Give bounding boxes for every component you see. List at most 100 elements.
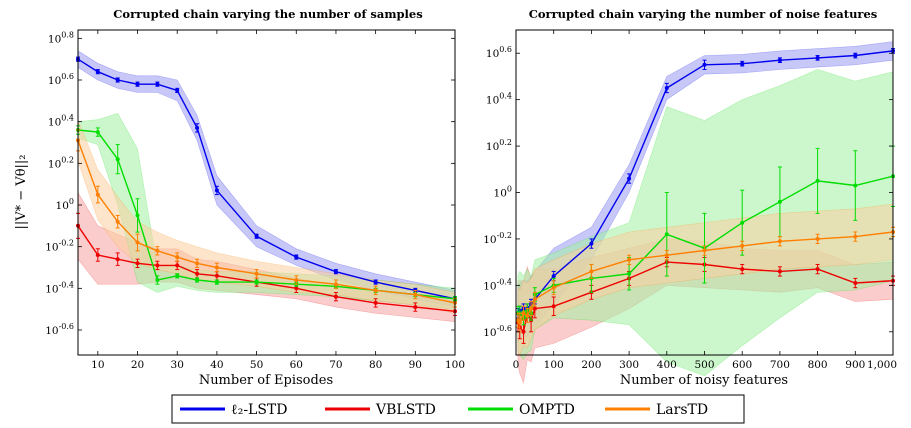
chart-right-point-larstd [627,257,632,262]
chart-left-xtick-label: 80 [369,359,382,371]
chart-left-point-larstd [373,288,378,293]
chart-left-point-vblstd [294,286,299,291]
chart-left-line-l2lstd [77,58,456,300]
chart-right-xtick-label: 600 [732,359,752,371]
legend-entry-vblstd: VBLSTD [325,402,436,418]
chart-right-point-l2lstd [664,86,669,90]
chart-right-point-omptd [777,199,782,204]
legend-entry-larstd: LarsTD [605,402,708,418]
chart-left-ytick-label: 100 [56,197,74,212]
chart-right-point-omptd [627,271,632,276]
chart-right-ytick-label: 100.6 [486,45,512,60]
chart-right-line-larstd [517,231,894,324]
chart-right-point-vblstd [521,329,526,334]
chart-left-point-larstd [135,240,140,245]
chart-right-point-l2lstd [740,61,745,66]
chart-left-point-l2lstd [214,188,219,193]
chart-right-point-larstd [702,248,707,253]
chart-left-point-l2lstd [294,255,299,260]
chart-right-xlabel: Number of noisy features [620,373,788,388]
chart-left-point-omptd [135,213,140,218]
chart-left-point-omptd [115,157,120,162]
chart-left-point-vblstd [195,271,200,276]
chart-left-point-l2lstd [95,69,100,74]
chart-left-frame [77,29,456,356]
legend-entry-omptd: OMPTD [468,402,575,418]
chart-left-xtick-label: 90 [409,359,422,371]
chart-right-point-l2lstd [853,53,858,58]
chart-left-point-vblstd [333,294,338,299]
legend-label-omptd: OMPTD [519,402,575,418]
chart-left-point-omptd [214,280,219,285]
chart-left-line-larstd [77,140,456,304]
chart-left-xtick-label: 70 [329,359,342,371]
chart-right-point-larstd [551,285,556,290]
chart-right-xtick-label: 800 [808,359,828,371]
chart-left-ytick-label: 10-0.2 [45,239,74,254]
chart-right-xtick-label: 1,000 [867,359,897,371]
chart-right-point-l2lstd [777,58,782,63]
chart-right-point-l2lstd [589,241,594,246]
chart-left-point-l2lstd [115,78,120,82]
chart-left-point-larstd [413,292,418,297]
chart-right-point-larstd [777,239,782,244]
chart-left-point-l2lstd [135,82,140,87]
chart-right-bands [517,41,894,385]
chart-left-point-omptd [95,130,100,135]
chart-left-xlabel: Number of Episodes [199,373,333,388]
chart-left-line-vblstd [77,225,456,312]
chart-right-xtick-label: 200 [581,359,601,371]
chart-right-point-l2lstd [551,274,556,279]
chart-left-point-larstd [155,248,160,253]
chart-left-point-larstd [333,282,338,287]
chart-right-ytick-label: 10-0.6 [483,324,512,339]
chart-right-xtick-label: 300 [619,359,639,371]
chart-right-xtick-label: 700 [770,359,790,371]
chart-right-point-larstd [532,297,537,302]
chart-right-title: Corrupted chain varying the number of no… [529,7,878,21]
chart-left-point-larstd [115,219,120,224]
chart-right-xtick-label: 0 [513,359,520,371]
chart-right-ytick-label: 100 [494,185,512,200]
legend-entry-l2lstd: ℓ₂-LSTD [180,402,288,418]
chart-left-point-omptd [155,278,160,282]
chart-left-point-vblstd [135,261,140,266]
chart-left-xtick-label: 50 [250,359,263,371]
legend-label-vblstd: VBLSTD [375,402,436,418]
chart-right-ytick-label: 100.2 [486,138,512,153]
chart-left-title: Corrupted chain varying the number of sa… [113,7,422,21]
chart-right-point-larstd [815,236,820,241]
chart-left-point-omptd [195,278,200,282]
chart-right-point-larstd [521,311,526,316]
chart-right-point-vblstd [551,304,556,309]
chart-left-xtick-label: 30 [171,359,184,371]
chart-right-ytick-label: 10-0.2 [483,231,512,246]
chart-right-point-l2lstd [815,55,820,60]
chart-right-point-larstd [853,234,858,239]
chart-left-point-l2lstd [373,280,378,285]
chart-right-ticks: 0 100 200 300 400 500 600 700 800 900 1,000 100.6 10… [483,30,897,371]
chart-left-point-vblstd [373,300,378,305]
chart-left-point-larstd [294,278,299,282]
legend-box [171,394,745,424]
chart-left-ytick-label: 10-0.4 [45,280,74,295]
chart-left-lines [76,56,457,316]
chart-left-ytick-label: 10-0.6 [45,322,74,337]
chart-right-point-larstd [589,269,594,274]
chart-right: Corrupted chain varying the number of no… [483,7,897,388]
legend: ℓ₂-LSTD VBLSTD OMPTD LarsTD [171,394,745,424]
chart-left-point-omptd [175,273,180,278]
chart-left-ytick-label: 100.6 [48,72,74,87]
chart-left-ytick-label: 100.8 [48,30,74,45]
legend-label-l2lstd: ℓ₂-LSTD [231,402,288,418]
chart-left-point-vblstd [95,253,100,257]
chart-right-point-larstd [740,243,745,248]
chart-left-xtick-label: 60 [290,359,303,371]
chart-right-point-larstd [525,313,530,318]
chart-left-bands [77,50,456,323]
chart-left-point-vblstd [214,273,219,278]
chart-left-point-l2lstd [175,88,180,93]
chart-right-point-l2lstd [702,62,707,67]
chart-right-xtick-label: 100 [544,359,564,371]
